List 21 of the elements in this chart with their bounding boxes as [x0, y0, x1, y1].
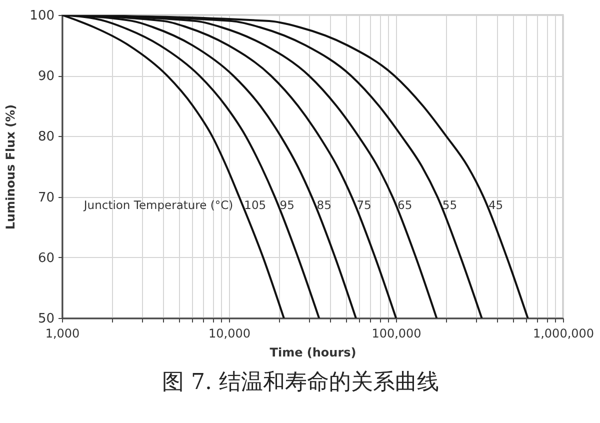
- y-tick-label: 90: [38, 69, 54, 84]
- y-tick-label: 100: [30, 8, 54, 24]
- text: 图 7. 结温和寿命的关系曲线: [162, 370, 439, 395]
- x-axis-title: Time (hours): [270, 346, 356, 360]
- x-tick-label: 1,000: [45, 326, 80, 340]
- x-tick-label: 10,000: [208, 326, 250, 340]
- y-tick-label: 70: [38, 190, 54, 206]
- x-tick-label: 100,000: [372, 326, 422, 340]
- y-tick-label: 60: [38, 250, 54, 266]
- y-tick-label: 50: [38, 312, 54, 326]
- x-tick-label: 1,000,000: [532, 326, 594, 340]
- series-label: 55: [442, 198, 458, 212]
- series-label: 85: [316, 198, 332, 212]
- series-label: 105: [244, 198, 266, 212]
- y-axis-title: Luminous Flux (%): [4, 104, 18, 230]
- legend-title: Junction Temperature (°C): [82, 198, 234, 212]
- series-label: 95: [280, 198, 294, 212]
- y-tick-label: 80: [38, 130, 54, 145]
- series-label: 75: [356, 198, 372, 212]
- series-label: 45: [488, 198, 504, 212]
- series-label: 65: [398, 198, 412, 212]
